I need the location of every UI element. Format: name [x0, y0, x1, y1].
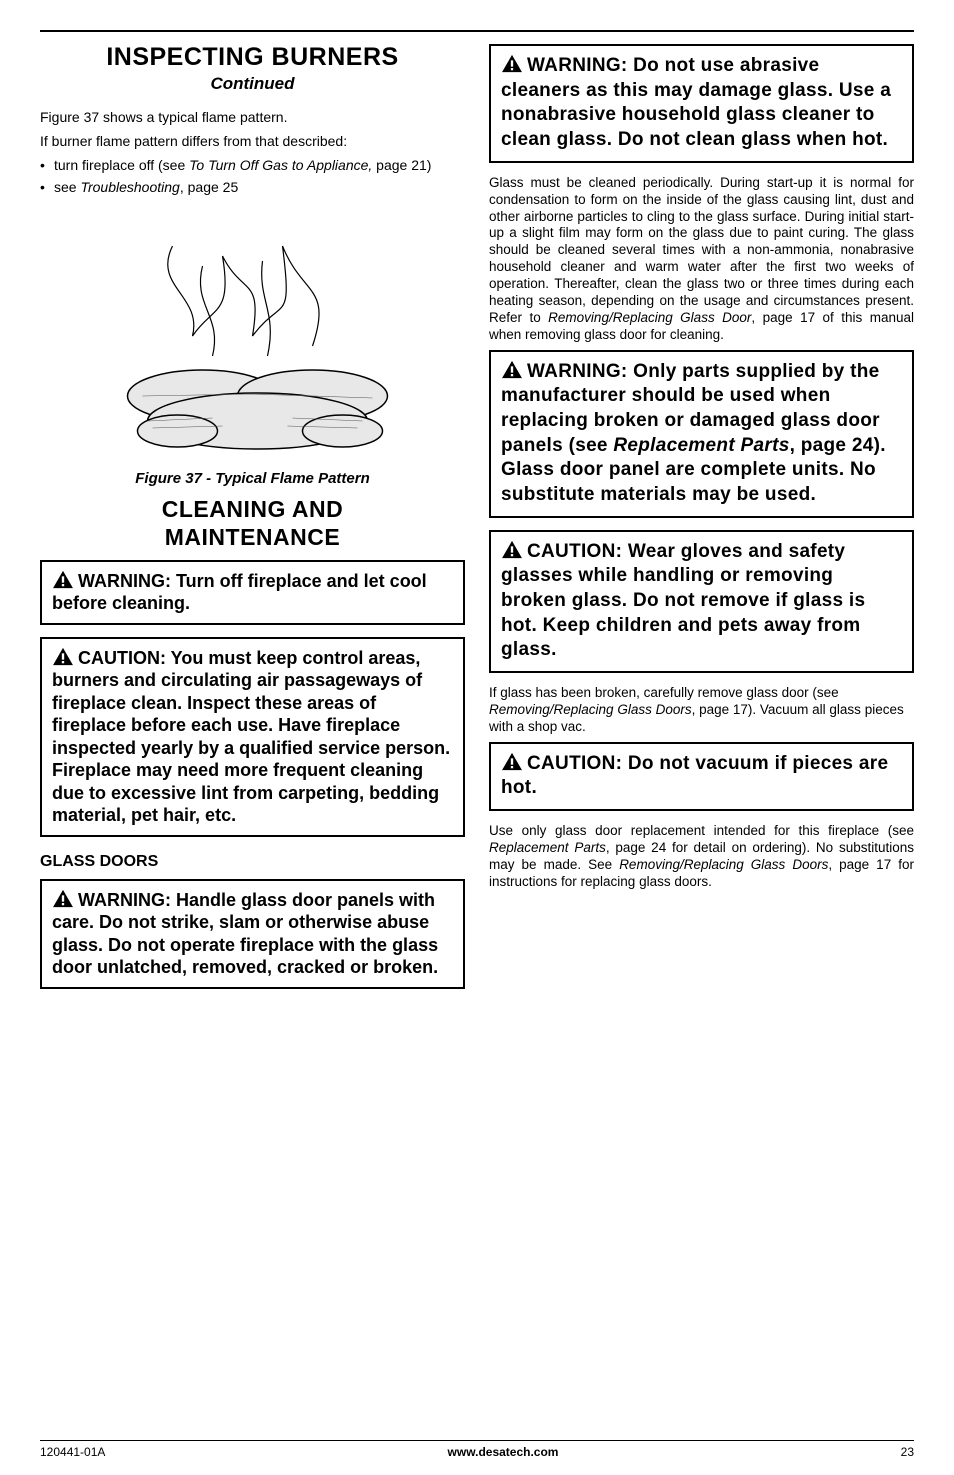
box-text: WARNING: Do not use abrasive cleaners as…	[501, 55, 891, 150]
para-broken-glass: If glass has been broken, carefully remo…	[489, 685, 914, 736]
left-column: INSPECTING BURNERS Continued Figure 37 s…	[40, 44, 465, 1001]
columns: INSPECTING BURNERS Continued Figure 37 s…	[40, 44, 914, 1001]
bullet-em: To Turn Off Gas to Appliance,	[189, 157, 372, 173]
box-text: WARNING: Turn off fireplace and let cool…	[52, 571, 427, 614]
footer-page: 23	[901, 1445, 914, 1459]
heading-cleaning-a: CLEANING AND	[40, 497, 465, 522]
bullet-pre: turn fireplace off (see	[54, 157, 189, 173]
intro-1a: Figure 37 shows a typical flame pattern.	[40, 108, 465, 126]
para-glass-clean: Glass must be cleaned periodically. Duri…	[489, 175, 914, 344]
box-text-content: WARNING: Do not use abrasive cleaners as…	[501, 55, 891, 150]
para-em-1: Replacement Parts	[489, 840, 606, 855]
list-item: see Troubleshooting, page 25	[54, 178, 465, 196]
page-footer: 120441-01A www.desatech.com 23	[40, 1440, 914, 1459]
figure-caption: Figure 37 - Typical Flame Pattern	[40, 470, 465, 487]
box-text: CAUTION: Wear gloves and safety glasses …	[501, 541, 865, 661]
bullet-pre: see	[54, 179, 80, 195]
heading-inspecting: INSPECTING BURNERS	[40, 44, 465, 72]
box-text: WARNING: Only parts supplied by the manu…	[501, 361, 886, 505]
bullet-em: Troubleshooting	[80, 179, 179, 195]
box-text: CAUTION: You must keep control areas, bu…	[52, 648, 450, 826]
warning-icon	[52, 570, 74, 589]
flame-figure	[40, 206, 465, 466]
heading-sub: Continued	[40, 74, 465, 94]
caution-box-3: CAUTION: Do not vacuum if pieces are hot…	[489, 742, 914, 811]
bullet-list: turn fireplace off (see To Turn Off Gas …	[40, 156, 465, 196]
box-text-content: WARNING: Handle glass door panels with c…	[52, 890, 438, 978]
glass-doors-heading: GLASS DOORS	[40, 853, 465, 871]
warning-icon	[501, 54, 523, 73]
warning-box-4: WARNING: Only parts supplied by the manu…	[489, 350, 914, 518]
caution-box-1: CAUTION: You must keep control areas, bu…	[40, 637, 465, 837]
bullet-post: , page 25	[180, 179, 238, 195]
box-text: CAUTION: Do not vacuum if pieces are hot…	[501, 753, 888, 799]
para-em: Removing/Replacing Glass Door	[548, 310, 751, 325]
warning-icon	[501, 360, 523, 379]
top-rule	[40, 30, 914, 32]
para-em-2: Removing/Replacing Glass Doors	[619, 857, 828, 872]
bullet-post: page 21)	[372, 157, 431, 173]
box-text: WARNING: Handle glass door panels with c…	[52, 890, 438, 978]
warning-icon	[52, 889, 74, 908]
intro-1b: If burner flame pattern differs from tha…	[40, 132, 465, 150]
warning-box-2: WARNING: Handle glass door panels with c…	[40, 879, 465, 989]
caution-box-2: CAUTION: Wear gloves and safety glasses …	[489, 530, 914, 673]
box-em: Replacement Parts	[613, 435, 789, 456]
para-pre: If glass has been broken, carefully remo…	[489, 685, 839, 700]
list-item: turn fireplace off (see To Turn Off Gas …	[54, 156, 465, 174]
para-em: Removing/Replacing Glass Doors	[489, 702, 692, 717]
right-column: WARNING: Do not use abrasive cleaners as…	[489, 44, 914, 1001]
warning-icon	[501, 752, 523, 771]
warning-box-1: WARNING: Turn off fireplace and let cool…	[40, 560, 465, 625]
heading-cleaning-b: MAINTENANCE	[40, 525, 465, 550]
warning-icon	[501, 540, 523, 559]
box-text-content: CAUTION: Do not vacuum if pieces are hot…	[501, 753, 888, 799]
footer-url: www.desatech.com	[448, 1445, 559, 1459]
warning-icon	[52, 647, 74, 666]
warning-box-3: WARNING: Do not use abrasive cleaners as…	[489, 44, 914, 163]
box-text-content: CAUTION: You must keep control areas, bu…	[52, 648, 450, 826]
box-text-content: WARNING: Turn off fireplace and let cool…	[52, 571, 427, 614]
footer-code: 120441-01A	[40, 1445, 105, 1459]
para-pre: Use only glass door replacement intended…	[489, 823, 914, 838]
para-pre: Glass must be cleaned periodically. Duri…	[489, 175, 914, 325]
box-text-content: CAUTION: Wear gloves and safety glasses …	[501, 541, 865, 661]
para-replacement: Use only glass door replacement intended…	[489, 823, 914, 891]
